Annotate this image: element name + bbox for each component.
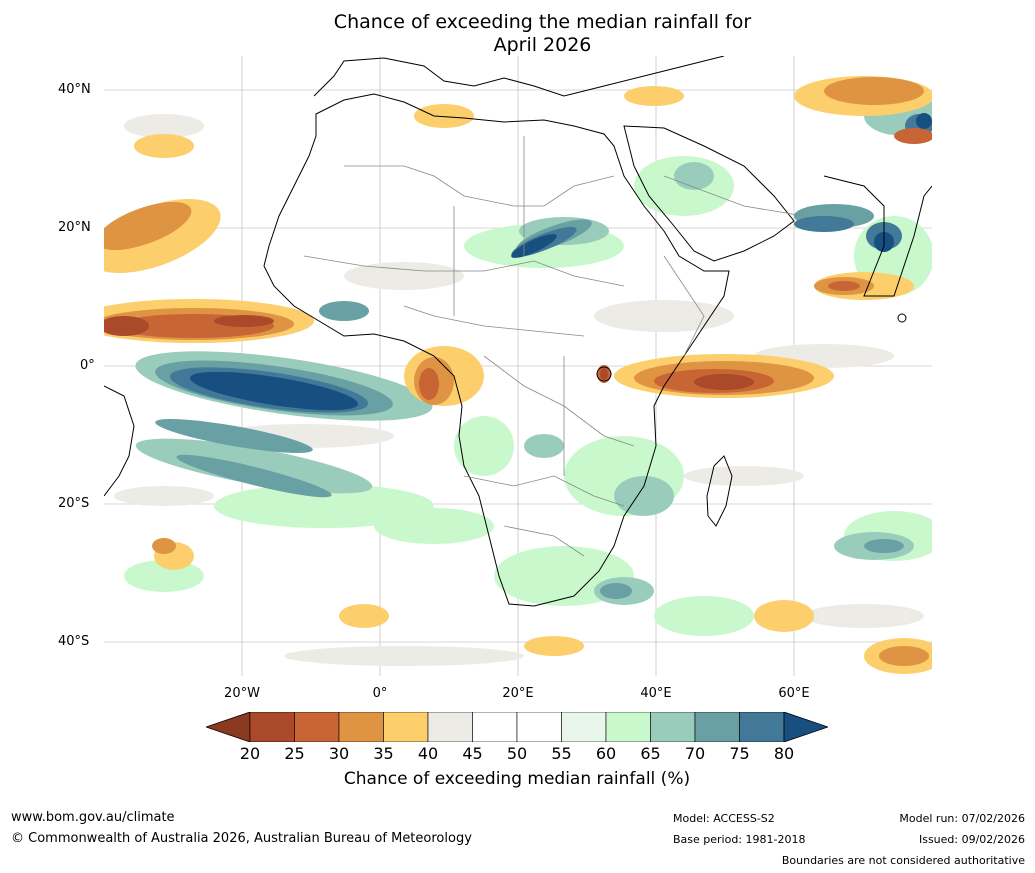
coastlines [104,56,932,607]
colorbar-tick-label: 70 [684,744,706,763]
colorbar-box [694,712,740,742]
colorbar-tick-label: 55 [551,744,572,763]
lon-label-0: 0° [372,686,388,701]
europe-coastline [313,56,725,97]
colorbar-box [249,712,295,742]
colorbar-box [338,712,384,742]
colorbar-tick-label: 45 [462,744,483,763]
madagascar-coastline [706,455,733,527]
colorbar-box [561,712,607,742]
footer-model: Model: ACCESS-S2 [673,812,775,825]
colorbar-tick-label: 60 [595,744,617,763]
lon-label-20w: 20°W [224,686,260,701]
colorbar-box [739,712,785,742]
lat-label-0: 0° [80,358,95,373]
colorbar-tick-label: 20 [239,744,261,763]
rainfall-outlook-map [104,56,932,676]
colorbar [206,712,828,742]
colorbar-box [383,712,429,742]
footer-base-period: Base period: 1981-2018 [673,833,806,846]
footer-copyright: © Commonwealth of Australia 2026, Austra… [11,831,472,846]
arabia-coastline [623,125,795,262]
lat-label-20s: 20°S [58,496,90,511]
colorbar-tick-label: 35 [373,744,394,763]
colorbar-box [294,712,340,742]
lat-label-40n: 40°N [58,82,91,97]
colorbar-tick-label: 30 [328,744,350,763]
footer-issued: Issued: 09/02/2026 [918,833,1025,846]
colorbar-tick-label: 40 [417,744,439,763]
wet-dark-patches [190,113,932,411]
footer-disclaimer: Boundaries are not considered authoritat… [781,854,1025,867]
colorbar-box [650,712,696,742]
sri-lanka-coastline [897,313,907,323]
map-title-line1: Chance of exceeding the median rainfall … [333,11,752,33]
footer-website[interactable]: www.bom.gov.au/climate [11,810,175,825]
map-title-line2: April 2026 [493,34,592,56]
colorbar-box [472,712,518,742]
lon-label-20e: 20°E [502,686,534,701]
colorbar-box [605,712,651,742]
colorbar-label: Chance of exceeding median rainfall (%) [343,769,691,789]
lake-victoria-outline [596,366,612,382]
colorbar-extend-low [206,712,251,742]
lon-label-60e: 60°E [778,686,810,701]
south-america-coastline [104,385,135,497]
india-coastline [823,175,932,297]
colorbar-box [427,712,473,742]
colorbar-tick-label: 25 [284,744,305,763]
colorbar-tick-label: 50 [506,744,528,763]
lat-label-20n: 20°N [58,220,91,235]
africa-coastline [263,93,730,607]
lat-label-40s: 40°S [58,634,90,649]
colorbar-extend-high [783,712,828,742]
country-borders [303,136,805,557]
colorbar-tick-label: 80 [773,744,795,763]
dry-darkest-patches [104,315,754,390]
colorbar-tick-label: 65 [640,744,661,763]
lon-label-40e: 40°E [640,686,672,701]
neutral-patches [114,114,924,666]
footer-model-run: Model run: 07/02/2026 [899,812,1025,825]
colorbar-tick-label: 75 [729,744,750,763]
colorbar-box [516,712,562,742]
